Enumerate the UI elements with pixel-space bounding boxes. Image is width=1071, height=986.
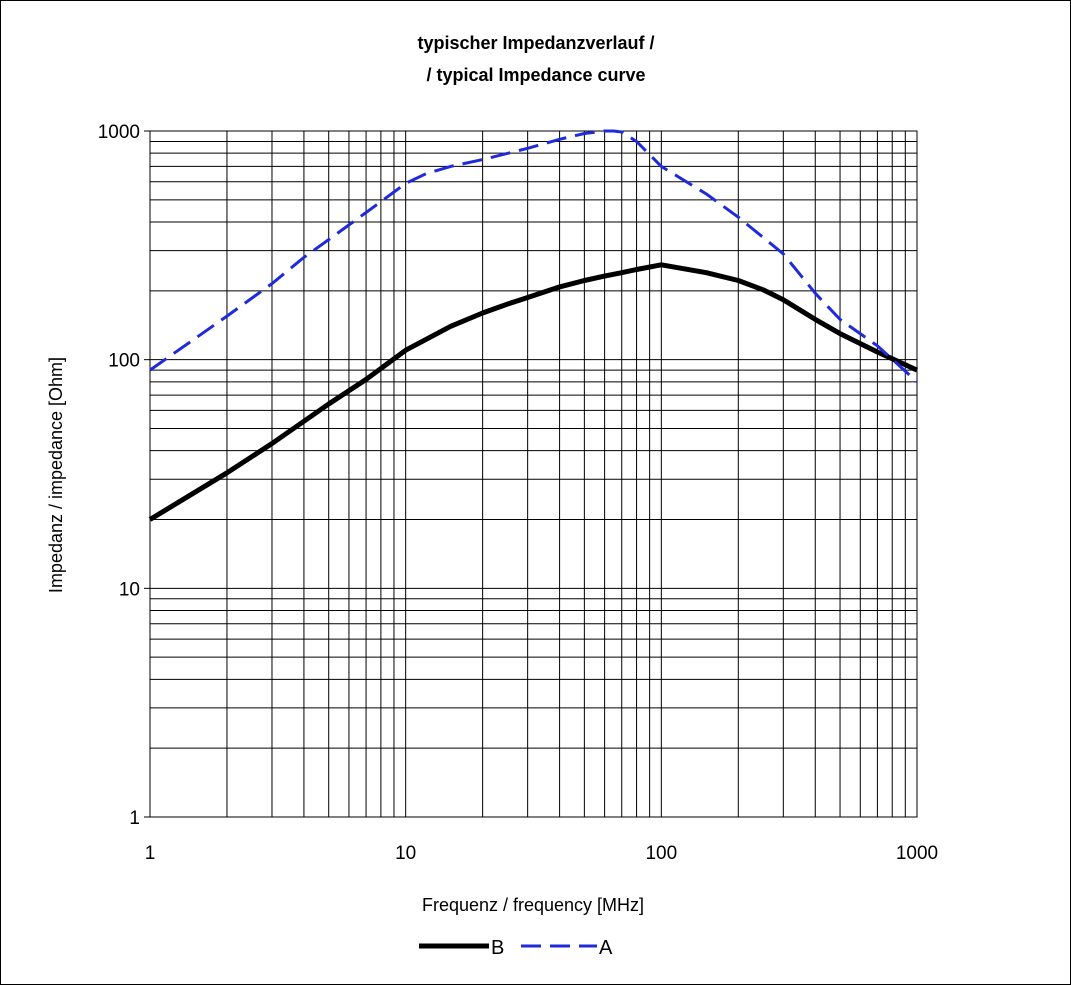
series-line-b [148,262,919,522]
x-tick-label: 10 [395,843,416,864]
x-tick-label: 1 [145,843,156,864]
chart-title-line-2: / typical Impedance curve [426,65,645,85]
series-line-a [149,129,919,383]
series-layer [148,129,919,522]
y-tick-label: 10 [119,579,140,600]
x-tick-labels: 1 10 100 1000 [145,843,938,864]
y-tick-label: 1000 [98,122,140,143]
x-tick-label: 100 [645,843,677,864]
x-axis-label: Frequenz / frequency [MHz] [422,895,644,915]
grid [149,131,917,818]
y-axis-label: Impedanz / impedance [Ohm] [46,357,66,593]
chart-title-line-1: typischer Impedanzverlauf / [417,33,654,53]
y-tick-labels: 1 10 100 1000 [98,122,150,829]
legend-label-a: A [599,937,613,959]
y-tick-label: 1 [129,808,140,829]
legend: B A [419,937,613,959]
legend-label-b: B [491,937,504,959]
y-tick-label: 100 [108,351,140,372]
x-tick-label: 1000 [896,843,938,864]
plot-border [149,130,918,818]
